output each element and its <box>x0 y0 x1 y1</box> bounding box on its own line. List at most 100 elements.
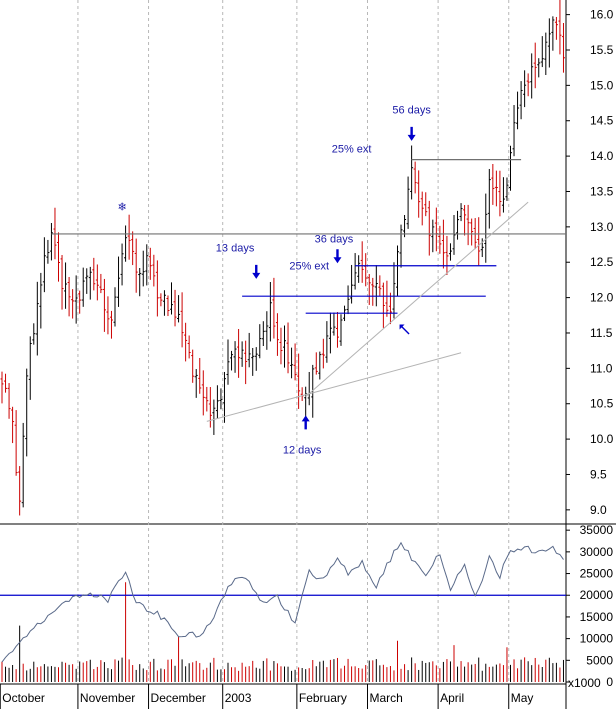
price-tick-label: 11.5 <box>590 326 613 340</box>
price-bar <box>74 275 78 324</box>
price-bar <box>222 371 226 423</box>
price-bar <box>184 322 188 362</box>
price-tick-label: 9.5 <box>590 467 607 481</box>
price-bar <box>290 347 294 379</box>
price-bar <box>35 281 39 356</box>
price-bar <box>272 277 276 339</box>
price-bar <box>205 386 209 412</box>
volume-tick-label: 0 <box>606 675 613 689</box>
price-bar <box>332 312 336 336</box>
price-bar <box>177 295 181 323</box>
price-tick-label: 14.5 <box>590 114 614 128</box>
price-bar <box>477 217 481 266</box>
price-bar <box>254 347 258 371</box>
price-bar <box>537 58 541 78</box>
price-bar <box>533 42 537 89</box>
price-tick-label: 10.0 <box>590 432 614 446</box>
price-bar <box>494 170 498 207</box>
price-bar <box>392 262 396 319</box>
price-tick-label: 12.5 <box>590 255 614 269</box>
price-tick-label: 12.0 <box>590 291 614 305</box>
price-bar <box>173 289 177 327</box>
price-bar <box>95 264 99 301</box>
price-tick-label: 10.5 <box>590 397 614 411</box>
arrow-shape <box>399 324 410 335</box>
annotation-arrow <box>333 249 342 264</box>
price-bar <box>166 295 170 317</box>
price-bar <box>106 296 110 335</box>
price-bar <box>258 324 262 359</box>
price-bar <box>131 231 135 266</box>
price-bar <box>406 176 410 229</box>
price-bar <box>265 311 269 350</box>
price-bar <box>18 466 22 516</box>
arrow-shape <box>407 126 416 141</box>
price-bar <box>251 347 255 376</box>
arrow-shape <box>252 264 261 279</box>
price-bar <box>138 267 142 297</box>
price-bar <box>367 274 371 305</box>
price-bar <box>459 203 463 222</box>
month-label: February <box>299 691 347 705</box>
price-bar <box>14 410 18 476</box>
glyph-marker: ❄ <box>117 202 126 214</box>
price-bar <box>198 357 202 394</box>
price-tick-label: 13.5 <box>590 184 614 198</box>
price-bar <box>237 328 241 378</box>
price-bar <box>279 327 283 365</box>
price-bar <box>427 200 431 256</box>
price-bar <box>484 193 488 263</box>
price-bar <box>346 285 350 315</box>
price-bar <box>64 262 68 309</box>
price-bar <box>247 332 251 368</box>
price-bar <box>113 287 117 327</box>
price-bar <box>452 215 456 255</box>
price-tick-label: 16.0 <box>590 8 614 22</box>
price-bar <box>162 290 166 316</box>
volume-unit-label: x1000 <box>568 676 601 690</box>
volume-tick-label: 20000 <box>580 588 614 602</box>
price-bar <box>244 340 248 385</box>
price-bar <box>544 32 548 76</box>
price-bar <box>321 338 325 369</box>
price-bar <box>28 336 32 400</box>
price-tick-label: 13.0 <box>590 220 614 234</box>
price-bar <box>526 73 530 97</box>
price-bar <box>134 238 138 293</box>
price-bar <box>46 239 50 264</box>
price-bar <box>413 161 417 194</box>
price-bar <box>438 225 442 254</box>
price-bar <box>286 322 290 374</box>
price-bar <box>300 387 304 401</box>
price-bar <box>187 335 191 359</box>
annotation-arrow <box>252 264 261 279</box>
volume-tick-label: 10000 <box>580 632 614 646</box>
annotation-arrow <box>301 415 310 430</box>
price-bar <box>152 254 156 287</box>
price-bar <box>117 256 121 307</box>
price-bar <box>32 323 36 345</box>
price-bar <box>424 192 428 217</box>
price-bar <box>491 163 495 205</box>
annotation-arrow <box>399 324 410 335</box>
price-bar <box>124 225 128 262</box>
price-bar <box>78 290 82 314</box>
price-tick-label: 9.0 <box>590 503 607 517</box>
price-bar <box>498 170 502 217</box>
price-bar <box>208 387 212 428</box>
price-bar <box>293 343 297 381</box>
price-bar <box>448 243 452 261</box>
price-bar <box>466 204 470 246</box>
price-bar <box>88 266 92 300</box>
price-bar <box>318 351 322 380</box>
volume-tick-label: 25000 <box>580 567 614 581</box>
price-bar <box>7 383 11 419</box>
price-tick-label: 15.5 <box>590 43 614 57</box>
price-bar <box>399 224 403 268</box>
price-bar <box>159 293 163 307</box>
annotation-arrow <box>407 126 416 141</box>
price-bar <box>215 385 219 419</box>
price-bar <box>364 253 368 287</box>
price-bar <box>540 36 544 68</box>
